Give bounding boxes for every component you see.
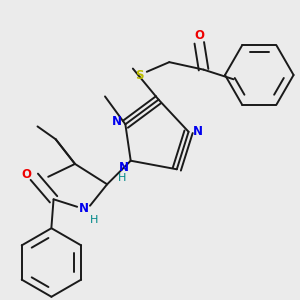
Text: H: H: [118, 173, 126, 183]
Text: S: S: [135, 68, 143, 82]
Text: H: H: [90, 214, 98, 225]
Text: N: N: [193, 125, 203, 138]
Text: N: N: [112, 115, 122, 128]
Text: N: N: [119, 160, 129, 174]
Text: O: O: [22, 168, 32, 181]
Text: O: O: [194, 29, 204, 42]
Text: N: N: [79, 202, 88, 215]
